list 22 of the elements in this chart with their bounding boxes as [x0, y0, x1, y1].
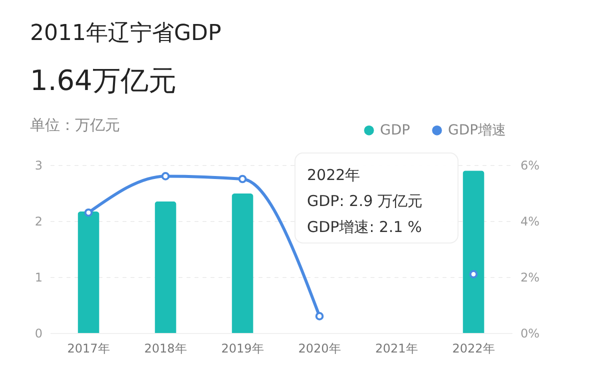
x-tick-label: 2020年: [298, 342, 341, 356]
y-tick-label: 1: [34, 270, 42, 284]
y-tick-label: 0: [34, 326, 42, 340]
x-tick-label: 2018年: [144, 342, 187, 356]
y2-tick-label: 0%: [520, 326, 540, 340]
y2-tick-label: 2%: [520, 270, 540, 284]
chart-subtitle: 1.64万亿元: [30, 63, 176, 99]
annotation: GDP增速: 2.1 %: [307, 218, 422, 236]
annotation: 2022年: [307, 166, 360, 184]
x-tick-label: 2019年: [221, 342, 264, 356]
chart-title: 2011年辽宁省GDP: [30, 20, 222, 48]
y-tick-label: 3: [34, 158, 42, 172]
annotation: GDP: 2.9 万亿元: [307, 192, 423, 210]
y2-tick-label: 4%: [520, 214, 540, 228]
x-tick-label: 2022年: [452, 342, 495, 356]
y2-tick-label: 6%: [520, 158, 540, 172]
legend-label: GDP: [380, 122, 410, 138]
y-axis-title: 单位：万亿元: [30, 116, 120, 135]
x-tick-label: 2017年: [67, 342, 110, 356]
legend-label: GDP增速: [448, 122, 506, 138]
y-tick-label: 2: [34, 214, 42, 228]
x-tick-label: 2021年: [375, 342, 418, 356]
